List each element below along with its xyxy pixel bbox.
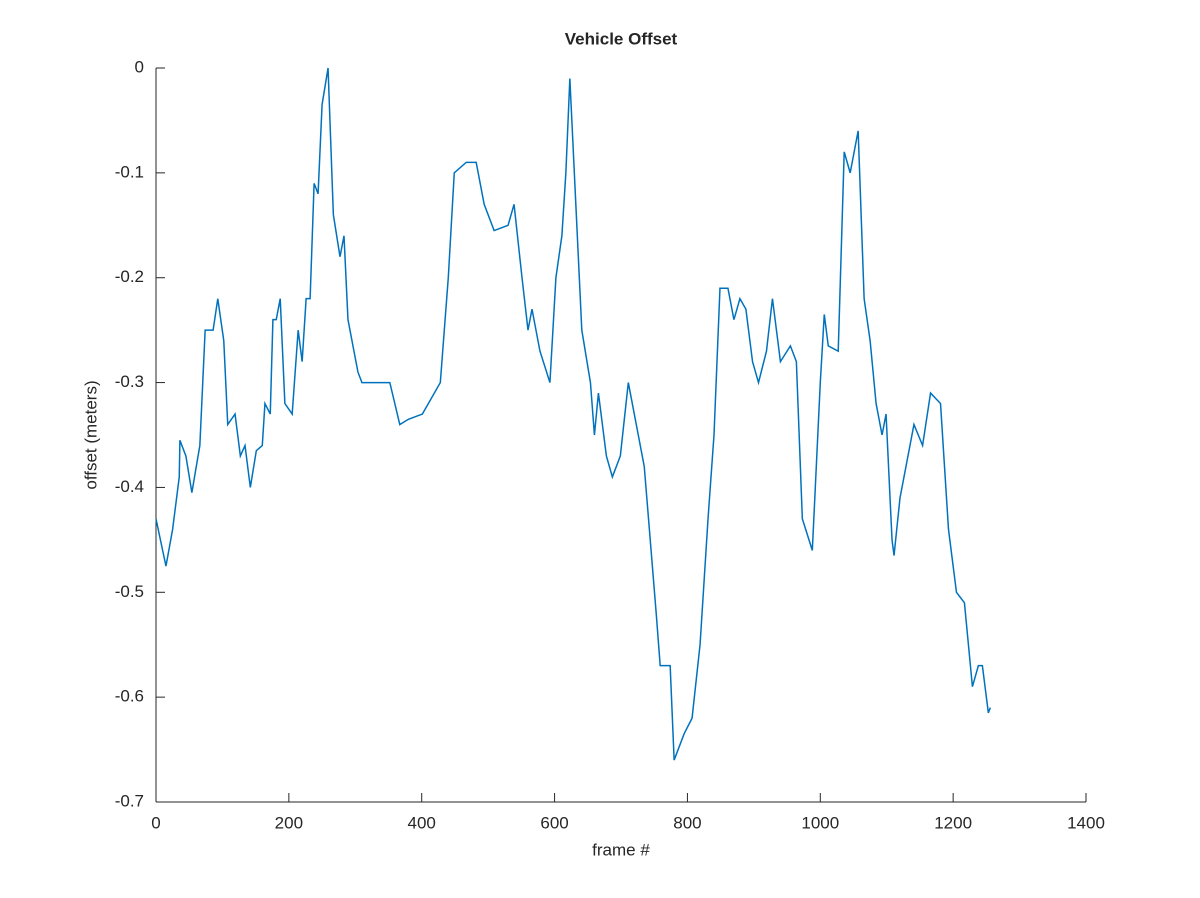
y-tick-label: -0.5: [115, 582, 144, 601]
chart-title: Vehicle Offset: [565, 29, 678, 48]
y-tick-label: -0.2: [115, 267, 144, 286]
x-tick-label: 1200: [934, 813, 972, 832]
x-tick-label: 400: [408, 813, 436, 832]
y-tick-label: -0.4: [115, 477, 144, 496]
x-tick-label: 600: [540, 813, 568, 832]
x-tick-label: 1400: [1067, 813, 1105, 832]
y-tick-label: -0.7: [115, 791, 144, 810]
y-tick-label: -0.1: [115, 162, 144, 181]
x-axis-label: frame #: [592, 840, 650, 859]
y-axis-label: offset (meters): [81, 380, 100, 489]
x-tick-label: 200: [275, 813, 303, 832]
y-tick-label: -0.3: [115, 372, 144, 391]
y-tick-label: -0.6: [115, 687, 144, 706]
data-line: [155, 67, 992, 761]
x-tick-label: 0: [151, 813, 160, 832]
x-tick-label: 800: [673, 813, 701, 832]
y-tick-label: 0: [135, 57, 144, 76]
x-tick-label: 1000: [801, 813, 839, 832]
